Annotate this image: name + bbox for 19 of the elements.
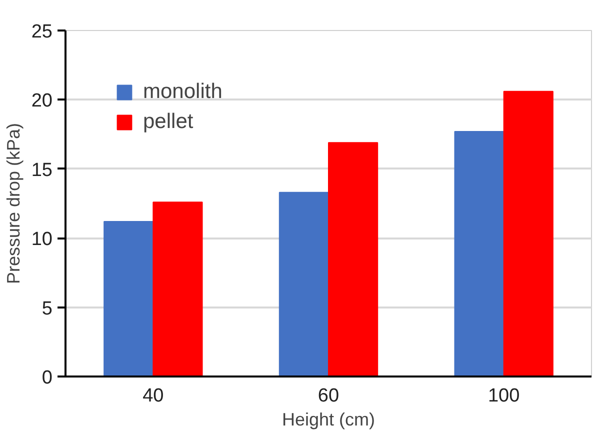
y-tick-label: 0 <box>42 368 53 388</box>
legend-label: monolith <box>143 80 222 104</box>
y-tick-label: 15 <box>31 160 53 181</box>
x-axis-title: Height (cm) <box>282 410 376 430</box>
bar <box>328 142 378 376</box>
y-tick-label: 20 <box>31 90 53 112</box>
bar <box>278 192 329 376</box>
y-axis-title: Pressure drop (kPa) <box>3 122 24 284</box>
bar <box>104 220 154 376</box>
x-tick-label: 40 <box>142 386 164 406</box>
y-tick-label: 5 <box>42 298 53 320</box>
legend-label: pellet <box>143 110 194 134</box>
bar <box>152 202 203 376</box>
y-tick-label: 10 <box>31 229 53 250</box>
bar <box>503 90 554 376</box>
x-tick-label: 60 <box>318 386 340 406</box>
y-tick-label: 25 <box>31 22 53 42</box>
x-tick-label: 100 <box>488 386 520 406</box>
bar <box>454 131 504 376</box>
